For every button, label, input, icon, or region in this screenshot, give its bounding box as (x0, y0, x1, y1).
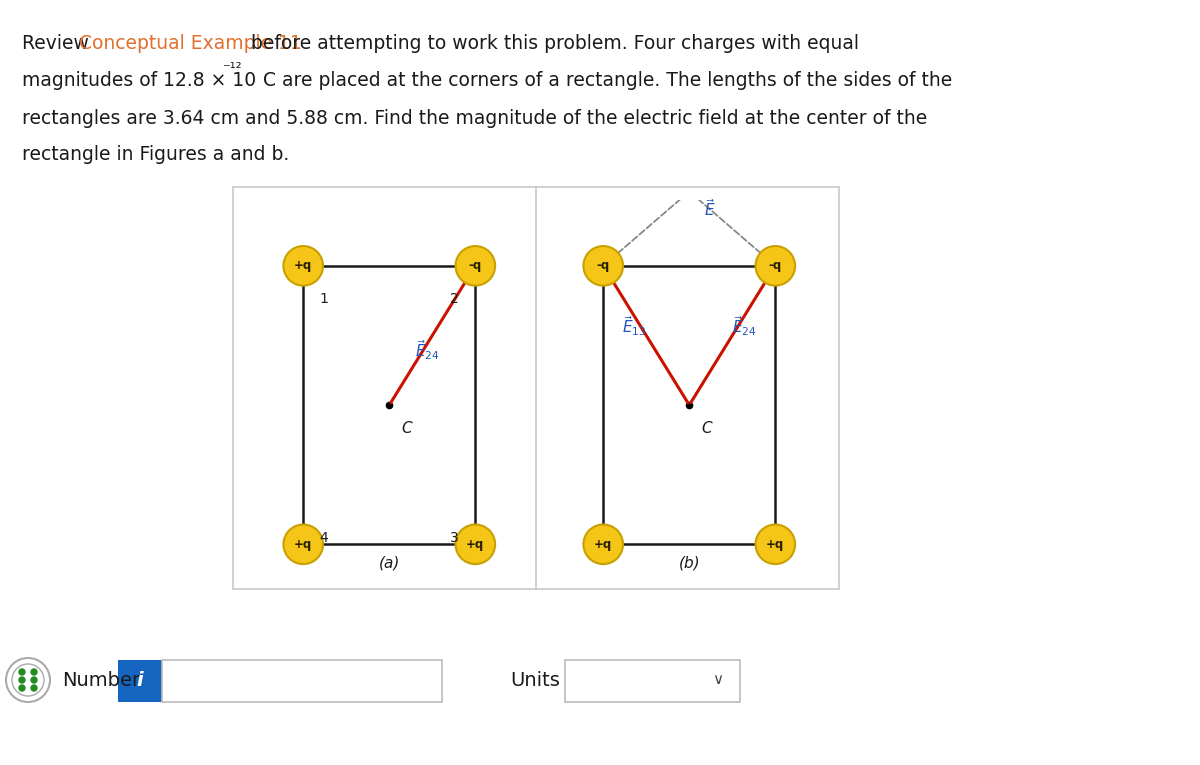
Text: before attempting to work this problem. Four charges with equal: before attempting to work this problem. … (245, 34, 859, 53)
Text: $\vec{E}$: $\vec{E}$ (704, 198, 715, 219)
Text: Number: Number (62, 670, 140, 689)
Circle shape (456, 525, 496, 564)
Text: C are placed at the corners of a rectangle. The lengths of the sides of the: C are placed at the corners of a rectang… (257, 71, 952, 90)
Text: Conceptual Example 11: Conceptual Example 11 (79, 34, 302, 53)
Text: rectangles are 3.64 cm and 5.88 cm. Find the magnitude of the electric field at : rectangles are 3.64 cm and 5.88 cm. Find… (22, 109, 926, 128)
Circle shape (756, 525, 796, 564)
Circle shape (583, 525, 623, 564)
Text: +q: +q (467, 538, 485, 551)
Text: $\vec{E}_{24}$: $\vec{E}_{24}$ (732, 314, 757, 337)
Circle shape (283, 246, 323, 285)
Circle shape (6, 658, 50, 702)
Text: C: C (401, 421, 412, 435)
Circle shape (283, 525, 323, 564)
Circle shape (12, 664, 44, 696)
Text: ⁻¹²: ⁻¹² (222, 61, 241, 76)
Text: ∨: ∨ (713, 672, 724, 688)
Text: -q: -q (769, 259, 782, 272)
Text: -q: -q (469, 259, 482, 272)
Text: +q: +q (767, 538, 785, 551)
Circle shape (19, 669, 25, 675)
Text: 3: 3 (450, 531, 460, 545)
Circle shape (31, 677, 37, 683)
Text: +q: +q (294, 259, 312, 272)
Circle shape (756, 246, 796, 285)
Text: i: i (137, 670, 143, 689)
Text: +q: +q (294, 538, 312, 551)
Text: -q: -q (596, 259, 610, 272)
Text: $\vec{E}_{24}$: $\vec{E}_{24}$ (415, 338, 439, 362)
Circle shape (583, 246, 623, 285)
Circle shape (31, 669, 37, 675)
Circle shape (31, 685, 37, 691)
FancyBboxPatch shape (118, 660, 162, 702)
Text: Units: Units (510, 670, 560, 689)
Circle shape (456, 246, 496, 285)
Circle shape (19, 677, 25, 683)
Text: (b): (b) (678, 555, 700, 570)
Text: rectangle in Figures a and b.: rectangle in Figures a and b. (22, 145, 289, 164)
FancyBboxPatch shape (234, 187, 839, 588)
Text: C: C (701, 421, 712, 435)
Text: 2: 2 (450, 291, 460, 306)
Text: Review: Review (22, 34, 95, 53)
FancyBboxPatch shape (162, 660, 442, 702)
Text: magnitudes of 12.8 × 10: magnitudes of 12.8 × 10 (22, 71, 256, 90)
FancyBboxPatch shape (565, 660, 740, 702)
Text: $\vec{E}_{13}$: $\vec{E}_{13}$ (622, 314, 647, 337)
Text: +q: +q (594, 538, 612, 551)
Text: 1: 1 (319, 291, 329, 306)
Text: (a): (a) (378, 555, 400, 570)
Circle shape (19, 685, 25, 691)
Text: 4: 4 (319, 531, 329, 545)
